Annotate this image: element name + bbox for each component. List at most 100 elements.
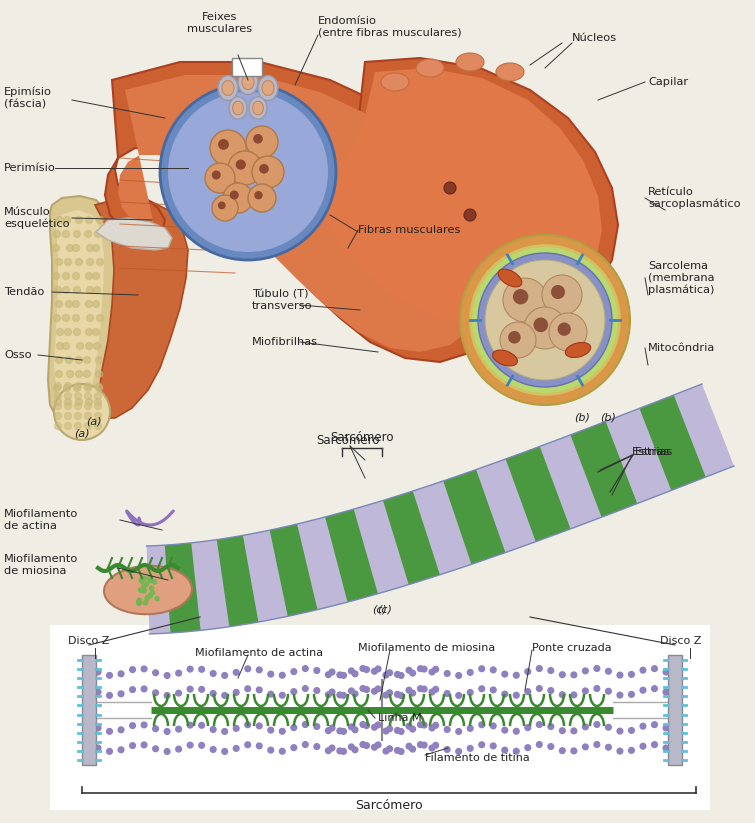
Circle shape bbox=[371, 724, 378, 730]
Circle shape bbox=[54, 393, 61, 399]
Circle shape bbox=[640, 723, 646, 729]
Circle shape bbox=[652, 722, 658, 728]
Text: Tendão: Tendão bbox=[4, 287, 45, 297]
Circle shape bbox=[176, 690, 181, 696]
Ellipse shape bbox=[249, 97, 267, 119]
Circle shape bbox=[87, 244, 94, 252]
Circle shape bbox=[460, 235, 630, 405]
Circle shape bbox=[398, 728, 404, 734]
Circle shape bbox=[444, 671, 450, 677]
Ellipse shape bbox=[242, 75, 254, 90]
Circle shape bbox=[253, 134, 263, 143]
Circle shape bbox=[63, 314, 69, 322]
Circle shape bbox=[63, 286, 69, 294]
Ellipse shape bbox=[496, 63, 524, 81]
Text: Sarcómero: Sarcómero bbox=[330, 431, 394, 444]
Text: Endomísio
(entre fibras musculares): Endomísio (entre fibras musculares) bbox=[318, 16, 461, 38]
Circle shape bbox=[245, 742, 251, 747]
Circle shape bbox=[155, 597, 159, 601]
Circle shape bbox=[513, 728, 519, 734]
Text: Perimísio: Perimísio bbox=[4, 163, 56, 173]
Ellipse shape bbox=[416, 59, 444, 77]
Circle shape bbox=[223, 183, 253, 213]
Polygon shape bbox=[506, 446, 571, 542]
Circle shape bbox=[93, 300, 100, 308]
Circle shape bbox=[199, 742, 205, 748]
Ellipse shape bbox=[492, 350, 517, 366]
Text: Filamento de titina: Filamento de titina bbox=[425, 753, 530, 763]
Circle shape bbox=[291, 669, 297, 675]
Circle shape bbox=[57, 216, 63, 224]
Circle shape bbox=[84, 370, 91, 378]
Circle shape bbox=[314, 744, 319, 750]
Circle shape bbox=[222, 672, 227, 678]
Circle shape bbox=[142, 576, 146, 581]
Circle shape bbox=[352, 727, 358, 732]
Circle shape bbox=[54, 398, 61, 406]
Circle shape bbox=[410, 690, 415, 696]
Circle shape bbox=[57, 342, 63, 350]
Circle shape bbox=[233, 690, 239, 695]
Polygon shape bbox=[639, 395, 706, 491]
Circle shape bbox=[143, 601, 148, 605]
Ellipse shape bbox=[456, 53, 484, 71]
Circle shape bbox=[551, 285, 565, 299]
Circle shape bbox=[371, 744, 378, 750]
Circle shape bbox=[94, 422, 101, 430]
Circle shape bbox=[257, 687, 262, 693]
Polygon shape bbox=[328, 58, 618, 328]
Circle shape bbox=[537, 666, 542, 672]
Circle shape bbox=[337, 728, 343, 734]
Circle shape bbox=[75, 383, 82, 389]
Circle shape bbox=[433, 742, 439, 748]
Circle shape bbox=[54, 384, 110, 440]
Circle shape bbox=[76, 398, 82, 406]
Circle shape bbox=[652, 666, 658, 672]
Circle shape bbox=[130, 742, 135, 748]
Circle shape bbox=[500, 322, 536, 358]
Circle shape bbox=[525, 745, 531, 751]
Circle shape bbox=[85, 300, 93, 308]
Circle shape bbox=[349, 688, 354, 694]
Circle shape bbox=[148, 579, 153, 583]
Circle shape bbox=[257, 667, 262, 672]
Ellipse shape bbox=[222, 81, 234, 95]
Circle shape bbox=[429, 689, 435, 695]
Circle shape bbox=[559, 672, 565, 677]
Text: Núcleos: Núcleos bbox=[572, 33, 617, 43]
Circle shape bbox=[606, 668, 612, 674]
Circle shape bbox=[76, 342, 84, 350]
Text: Sarcómero: Sarcómero bbox=[316, 434, 380, 447]
Circle shape bbox=[398, 693, 404, 699]
Circle shape bbox=[314, 667, 319, 673]
Text: Mitocôndria: Mitocôndria bbox=[648, 343, 715, 353]
Circle shape bbox=[571, 748, 577, 754]
Circle shape bbox=[383, 728, 389, 734]
Text: (b): (b) bbox=[574, 412, 590, 422]
Circle shape bbox=[395, 728, 400, 733]
Circle shape bbox=[341, 692, 347, 698]
Circle shape bbox=[64, 402, 72, 410]
Circle shape bbox=[72, 314, 79, 322]
Circle shape bbox=[252, 156, 284, 188]
Circle shape bbox=[246, 126, 278, 158]
Circle shape bbox=[571, 692, 577, 698]
Circle shape bbox=[375, 666, 381, 672]
Circle shape bbox=[85, 398, 93, 406]
Circle shape bbox=[137, 601, 142, 605]
Circle shape bbox=[211, 746, 216, 752]
Circle shape bbox=[640, 687, 646, 693]
Circle shape bbox=[479, 722, 485, 728]
Circle shape bbox=[153, 670, 159, 676]
Circle shape bbox=[97, 314, 103, 322]
Circle shape bbox=[375, 722, 381, 728]
Circle shape bbox=[371, 688, 378, 694]
Circle shape bbox=[429, 669, 435, 675]
Circle shape bbox=[165, 749, 170, 755]
Circle shape bbox=[513, 289, 528, 305]
Circle shape bbox=[349, 668, 354, 674]
Circle shape bbox=[418, 686, 424, 691]
Circle shape bbox=[617, 728, 623, 734]
Circle shape bbox=[212, 195, 238, 221]
Circle shape bbox=[341, 672, 347, 678]
